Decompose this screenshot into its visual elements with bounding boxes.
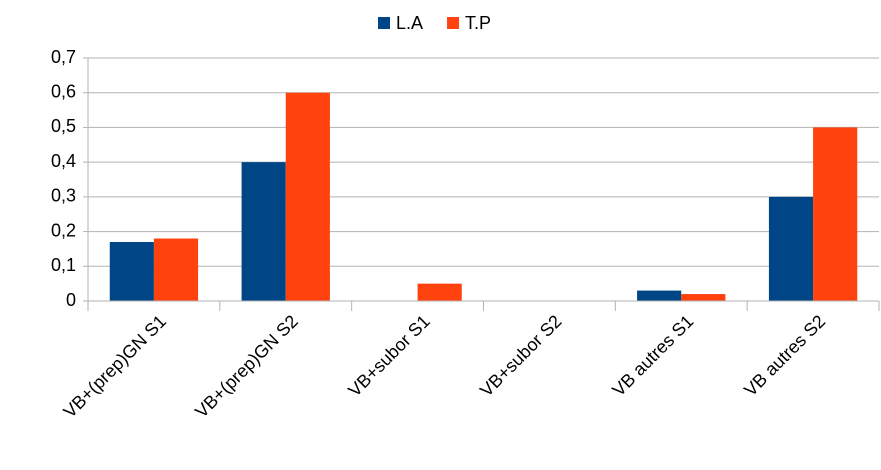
bar (637, 290, 682, 301)
legend-label: L.A (396, 13, 423, 33)
legend-swatch (378, 17, 390, 29)
y-tick-label: 0,4 (51, 151, 76, 171)
bar (153, 238, 199, 301)
bar (241, 162, 286, 301)
bar (417, 283, 462, 301)
x-tick-label: VB+subor S1 (344, 311, 434, 401)
x-tick-label: VB+subor S2 (476, 311, 566, 401)
legend-label: T.P (465, 13, 491, 33)
x-tick-label: VB+(prep)GN S1 (59, 311, 170, 422)
bar (813, 127, 858, 301)
x-tick-label: VB+(prep)GN S2 (191, 311, 302, 422)
y-tick-label: 0,6 (51, 81, 76, 101)
bar (768, 196, 814, 301)
x-tick-label: VB autres S1 (608, 311, 697, 400)
y-tick-label: 0,5 (51, 116, 76, 136)
y-tick-label: 0 (66, 290, 76, 310)
y-tick-label: 0,7 (51, 47, 76, 67)
bar (681, 294, 726, 301)
y-tick-label: 0,1 (51, 255, 76, 275)
legend-swatch (447, 17, 460, 29)
bar (109, 241, 154, 301)
y-tick-label: 0,2 (51, 220, 76, 240)
y-tick-label: 0,3 (51, 186, 76, 206)
bar (285, 92, 330, 301)
x-tick-label: VB autres S2 (740, 311, 829, 400)
